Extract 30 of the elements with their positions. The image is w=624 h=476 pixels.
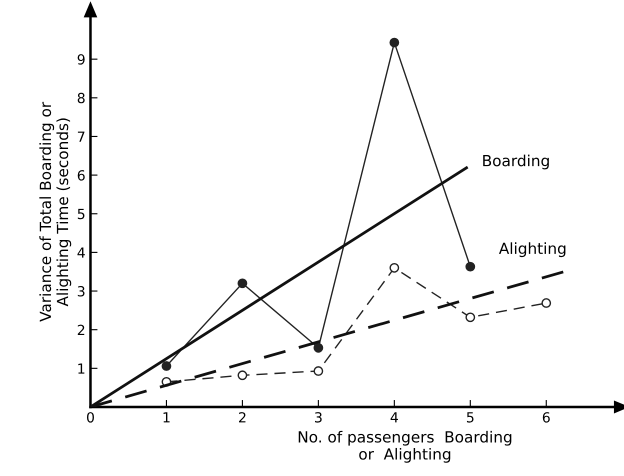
x-axis-title: No. of passengers Boarding or Alighting [298, 430, 512, 463]
point [238, 278, 248, 288]
point [162, 361, 172, 371]
x-tick-label: 4 [390, 412, 398, 422]
point [314, 342, 324, 353]
y-tick-label: 2 [78, 324, 84, 335]
x-tick-label: 6 [542, 412, 550, 423]
point [389, 262, 400, 273]
y-axis-title: Variance of Total Boarding or Alighting Time (seconds) [39, 102, 72, 322]
series-label: Boarding [483, 154, 549, 170]
point [389, 38, 400, 48]
y-tick-label: 1 [78, 363, 84, 374]
x-tick-label: 1 [164, 412, 170, 422]
y-tick-label: 6 [78, 170, 85, 181]
y-tick-label: 8 [78, 92, 85, 104]
series-label: Alighting [498, 242, 566, 258]
point [541, 298, 552, 308]
y-tick-label: 7 [78, 132, 84, 142]
point [238, 370, 248, 380]
point [465, 312, 476, 322]
x-tick-label: 3 [315, 412, 322, 423]
point [465, 262, 476, 272]
y-tick-label: 5 [78, 208, 84, 220]
x-tick-label: 5 [466, 412, 474, 423]
point [314, 366, 324, 376]
y-tick-label: 3 [78, 286, 85, 297]
x-tick-label: 0 [86, 412, 94, 423]
y-tick-label: 9 [78, 54, 85, 65]
y-tick-label: 4 [77, 248, 85, 258]
x-tick-label: 2 [239, 412, 246, 422]
